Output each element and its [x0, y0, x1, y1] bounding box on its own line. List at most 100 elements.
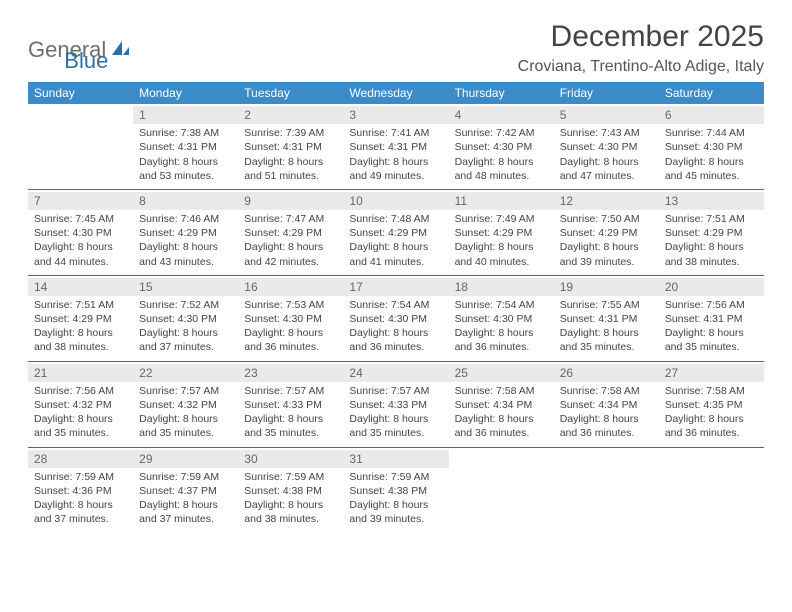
- day1-text: Daylight: 8 hours: [139, 155, 232, 169]
- day1-text: Daylight: 8 hours: [349, 240, 442, 254]
- calendar-day-cell: 9Sunrise: 7:47 AMSunset: 4:29 PMDaylight…: [238, 189, 343, 275]
- day1-text: Daylight: 8 hours: [560, 240, 653, 254]
- day-number: 28: [28, 450, 133, 468]
- sunset-text: Sunset: 4:31 PM: [560, 312, 653, 326]
- sunset-text: Sunset: 4:29 PM: [139, 226, 232, 240]
- day2-text: and 36 minutes.: [349, 340, 442, 354]
- day2-text: and 36 minutes.: [244, 340, 337, 354]
- weekday-header: Wednesday: [343, 82, 448, 104]
- sunrise-text: Sunrise: 7:57 AM: [244, 384, 337, 398]
- calendar-week-row: 14Sunrise: 7:51 AMSunset: 4:29 PMDayligh…: [28, 275, 764, 361]
- calendar-day-cell: 24Sunrise: 7:57 AMSunset: 4:33 PMDayligh…: [343, 361, 448, 447]
- day2-text: and 49 minutes.: [349, 169, 442, 183]
- calendar-day-cell: 3Sunrise: 7:41 AMSunset: 4:31 PMDaylight…: [343, 104, 448, 189]
- day-number: 7: [28, 192, 133, 210]
- day1-text: Daylight: 8 hours: [139, 412, 232, 426]
- day-number: 25: [449, 364, 554, 382]
- weekday-header: Saturday: [659, 82, 764, 104]
- sunrise-text: Sunrise: 7:43 AM: [560, 126, 653, 140]
- sunset-text: Sunset: 4:30 PM: [139, 312, 232, 326]
- sunrise-text: Sunrise: 7:46 AM: [139, 212, 232, 226]
- weekday-header: Monday: [133, 82, 238, 104]
- day1-text: Daylight: 8 hours: [139, 498, 232, 512]
- day-number: 22: [133, 364, 238, 382]
- calendar-day-cell: 25 Sunrise: 7:58 AMSunset: 4:34 PMDayligh…: [449, 361, 554, 447]
- day1-text: Daylight: 8 hours: [34, 326, 127, 340]
- calendar-day-cell: 8Sunrise: 7:46 AMSunset: 4:29 PMDaylight…: [133, 189, 238, 275]
- day2-text: and 44 minutes.: [34, 255, 127, 269]
- calendar-day-cell: 21Sunrise: 7:56 AMSunset: 4:32 PMDayligh…: [28, 361, 133, 447]
- logo: General Blue: [28, 20, 108, 74]
- calendar-day-cell: 12Sunrise: 7:50 AMSunset: 4:29 PMDayligh…: [554, 189, 659, 275]
- calendar-day-cell: 26Sunrise: 7:58 AMSunset: 4:34 PMDayligh…: [554, 361, 659, 447]
- day1-text: Daylight: 8 hours: [349, 326, 442, 340]
- day-number: 2: [238, 106, 343, 124]
- day1-text: Daylight: 8 hours: [455, 240, 548, 254]
- calendar-week-row: 21Sunrise: 7:56 AMSunset: 4:32 PMDayligh…: [28, 361, 764, 447]
- calendar-week-row: 7Sunrise: 7:45 AMSunset: 4:30 PMDaylight…: [28, 189, 764, 275]
- sunrise-text: Sunrise: 7:58 AM: [455, 384, 548, 398]
- calendar-day-cell: 6Sunrise: 7:44 AMSunset: 4:30 PMDaylight…: [659, 104, 764, 189]
- calendar-day-cell: 28Sunrise: 7:59 AMSunset: 4:36 PMDayligh…: [28, 447, 133, 532]
- day-number: 23: [238, 364, 343, 382]
- calendar-day-cell: 29Sunrise: 7:59 AMSunset: 4:37 PMDayligh…: [133, 447, 238, 532]
- day1-text: Daylight: 8 hours: [665, 155, 758, 169]
- day1-text: Daylight: 8 hours: [244, 326, 337, 340]
- day-number: 16: [238, 278, 343, 296]
- page: General Blue December 2025 Croviana, Tre…: [0, 0, 792, 532]
- day2-text: and 47 minutes.: [560, 169, 653, 183]
- sunset-text: Sunset: 4:29 PM: [560, 226, 653, 240]
- sunrise-text: Sunrise: 7:58 AM: [665, 384, 758, 398]
- day-number: 19: [554, 278, 659, 296]
- sunset-text: Sunset: 4:29 PM: [455, 226, 548, 240]
- calendar-day-cell: 5Sunrise: 7:43 AMSunset: 4:30 PMDaylight…: [554, 104, 659, 189]
- day2-text: and 36 minutes.: [455, 426, 548, 440]
- day2-text: and 35 minutes.: [244, 426, 337, 440]
- sunset-text: Sunset: 4:29 PM: [244, 226, 337, 240]
- sunrise-text: Sunrise: 7:41 AM: [349, 126, 442, 140]
- weekday-header: Sunday: [28, 82, 133, 104]
- sunset-text: Sunset: 4:30 PM: [244, 312, 337, 326]
- day-number: 11: [449, 192, 554, 210]
- day-number: 18: [449, 278, 554, 296]
- calendar-day-cell: 20Sunrise: 7:56 AMSunset: 4:31 PMDayligh…: [659, 275, 764, 361]
- calendar-day-cell: 11 Sunrise: 7:49 AMSunset: 4:29 PMDayligh…: [449, 189, 554, 275]
- day1-text: Daylight: 8 hours: [455, 155, 548, 169]
- day2-text: and 41 minutes.: [349, 255, 442, 269]
- day1-text: Daylight: 8 hours: [34, 498, 127, 512]
- logo-sail-icon: [110, 39, 130, 62]
- calendar-day-cell: 16 Sunrise: 7:53 AMSunset: 4:30 PMDayligh…: [238, 275, 343, 361]
- sunrise-text: Sunrise: 7:53 AM: [244, 298, 337, 312]
- sunset-text: Sunset: 4:34 PM: [455, 398, 548, 412]
- calendar-day-cell: 31Sunrise: 7:59 AMSunset: 4:38 PMDayligh…: [343, 447, 448, 532]
- day-number: 31: [343, 450, 448, 468]
- sunrise-text: Sunrise: 7:42 AM: [455, 126, 548, 140]
- sunset-text: Sunset: 4:34 PM: [560, 398, 653, 412]
- sunrise-text: Sunrise: 7:54 AM: [455, 298, 548, 312]
- calendar-day-cell: 1Sunrise: 7:38 AMSunset: 4:31 PMDaylight…: [133, 104, 238, 189]
- sunrise-text: Sunrise: 7:49 AM: [455, 212, 548, 226]
- day2-text: and 39 minutes.: [349, 512, 442, 526]
- day2-text: and 38 minutes.: [34, 340, 127, 354]
- day-number: 13: [659, 192, 764, 210]
- weekday-header: Friday: [554, 82, 659, 104]
- sunset-text: Sunset: 4:29 PM: [34, 312, 127, 326]
- sunset-text: Sunset: 4:30 PM: [665, 140, 758, 154]
- sunrise-text: Sunrise: 7:51 AM: [665, 212, 758, 226]
- day2-text: and 39 minutes.: [560, 255, 653, 269]
- sunrise-text: Sunrise: 7:39 AM: [244, 126, 337, 140]
- day1-text: Daylight: 8 hours: [560, 326, 653, 340]
- day2-text: and 42 minutes.: [244, 255, 337, 269]
- sunrise-text: Sunrise: 7:55 AM: [560, 298, 653, 312]
- sunrise-text: Sunrise: 7:45 AM: [34, 212, 127, 226]
- sunrise-text: Sunrise: 7:51 AM: [34, 298, 127, 312]
- day1-text: Daylight: 8 hours: [665, 326, 758, 340]
- day2-text: and 37 minutes.: [139, 340, 232, 354]
- sunrise-text: Sunrise: 7:44 AM: [665, 126, 758, 140]
- sunrise-text: Sunrise: 7:59 AM: [244, 470, 337, 484]
- day1-text: Daylight: 8 hours: [455, 412, 548, 426]
- day2-text: and 45 minutes.: [665, 169, 758, 183]
- sunset-text: Sunset: 4:31 PM: [349, 140, 442, 154]
- weekday-header: Tuesday: [238, 82, 343, 104]
- weekday-header: Thursday: [449, 82, 554, 104]
